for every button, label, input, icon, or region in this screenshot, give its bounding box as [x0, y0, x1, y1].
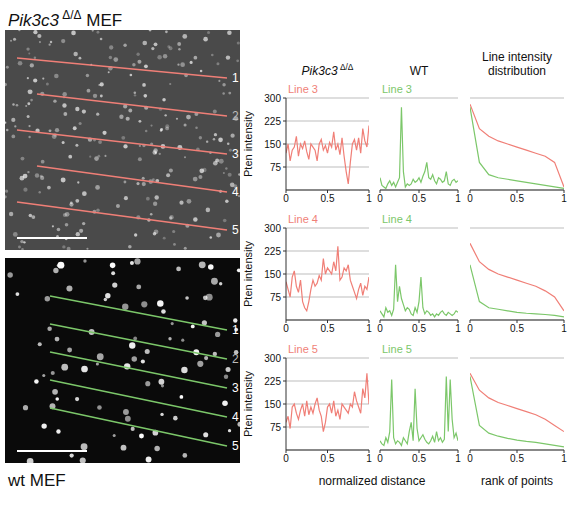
svg-text:1: 1 [232, 323, 239, 337]
svg-text:0: 0 [283, 323, 289, 334]
svg-text:Pten intensity: Pten intensity [242, 240, 254, 307]
svg-text:0: 0 [283, 193, 289, 204]
svg-text:0: 0 [467, 453, 473, 464]
svg-text:300: 300 [264, 223, 281, 234]
svg-text:4: 4 [232, 410, 239, 424]
svg-text:75: 75 [270, 162, 282, 173]
svg-text:3: 3 [232, 147, 239, 161]
svg-text:0: 0 [283, 453, 289, 464]
svg-text:1: 1 [366, 323, 372, 334]
svg-text:Pten intensity: Pten intensity [242, 370, 254, 437]
svg-text:0: 0 [377, 193, 383, 204]
svg-text:1: 1 [455, 323, 461, 334]
svg-text:1: 1 [366, 453, 372, 464]
svg-text:300: 300 [264, 93, 281, 104]
svg-text:1: 1 [455, 193, 461, 204]
svg-text:0.5: 0.5 [510, 323, 524, 334]
svg-text:0.5: 0.5 [321, 323, 335, 334]
svg-text:1: 1 [455, 453, 461, 464]
svg-text:3: 3 [232, 381, 239, 395]
svg-text:0: 0 [377, 453, 383, 464]
svg-text:0.5: 0.5 [321, 453, 335, 464]
svg-text:300: 300 [264, 353, 281, 364]
svg-text:1: 1 [561, 453, 567, 464]
svg-text:0.5: 0.5 [510, 453, 524, 464]
svg-text:2: 2 [232, 352, 239, 366]
html-text:Line 3: Line 3 [382, 83, 412, 95]
svg-text:4: 4 [232, 185, 239, 199]
html-text:Pik3c3Δ/ΔMEF: Pik3c3Δ/ΔMEF [8, 8, 123, 30]
svg-text:150: 150 [264, 399, 281, 410]
svg-text:1: 1 [561, 193, 567, 204]
html-text:rank of points: rank of points [481, 474, 553, 488]
html-text:Line 4: Line 4 [382, 213, 412, 225]
html-text:normalized distance: normalized distance [318, 474, 426, 488]
svg-text:0: 0 [377, 323, 383, 334]
svg-text:0.5: 0.5 [412, 323, 426, 334]
html-text:Pik3c3Δ/Δ: Pik3c3Δ/Δ [301, 62, 354, 78]
svg-text:0: 0 [467, 323, 473, 334]
svg-text:0.5: 0.5 [321, 193, 335, 204]
svg-text:150: 150 [264, 139, 281, 150]
svg-text:Pten intensity: Pten intensity [242, 110, 254, 177]
svg-text:225: 225 [264, 116, 281, 127]
svg-text:1: 1 [366, 193, 372, 204]
svg-text:0.5: 0.5 [412, 453, 426, 464]
html-text:WT: WT [409, 64, 429, 78]
svg-text:75: 75 [270, 422, 282, 433]
svg-text:1: 1 [232, 71, 239, 85]
svg-text:225: 225 [264, 376, 281, 387]
html-text:Line 3: Line 3 [288, 83, 318, 95]
html-text:Line 5: Line 5 [288, 343, 318, 355]
svg-text:1: 1 [561, 323, 567, 334]
html-text:Line intensity distribution: Line intensity distribution [482, 50, 552, 78]
svg-text:2: 2 [232, 109, 239, 123]
svg-text:150: 150 [264, 269, 281, 280]
svg-text:0: 0 [467, 193, 473, 204]
svg-text:5: 5 [232, 223, 239, 237]
html-text:Line 4: Line 4 [288, 213, 318, 225]
svg-text:5: 5 [232, 439, 239, 453]
svg-text:225: 225 [264, 246, 281, 257]
svg-text:0.5: 0.5 [510, 193, 524, 204]
svg-text:0.5: 0.5 [412, 193, 426, 204]
html-text:wt MEF: wt MEF [8, 471, 66, 490]
svg-text:75: 75 [270, 292, 282, 303]
html-text:Line 5: Line 5 [382, 343, 412, 355]
